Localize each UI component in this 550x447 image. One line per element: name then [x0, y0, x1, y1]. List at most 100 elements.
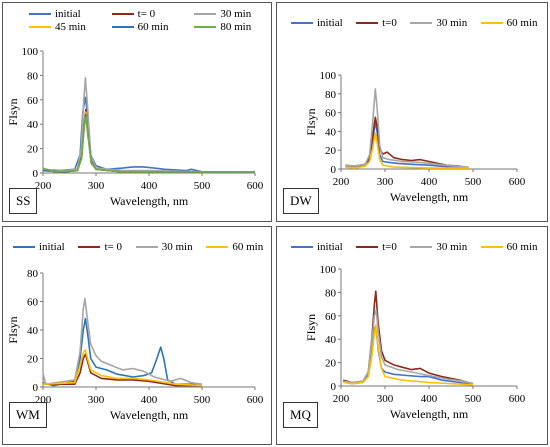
- legend-item: 30 min: [410, 17, 472, 29]
- legend-swatch: [29, 26, 51, 28]
- legend-swatch: [480, 22, 503, 24]
- x-axis-label: Wavelength, nm: [390, 190, 469, 204]
- series-line: [43, 353, 202, 387]
- y-tick-label: 40: [325, 334, 337, 346]
- series-line: [342, 326, 474, 386]
- x-axis-label: Wavelength, nm: [390, 407, 469, 421]
- series-line: [42, 111, 255, 173]
- y-axis-label: FIsyn: [304, 108, 318, 135]
- legend-label: 30 min: [161, 241, 193, 253]
- x-tick-label: 400: [421, 176, 438, 188]
- series-line: [345, 116, 469, 169]
- legend-label: 80 min: [220, 21, 252, 33]
- legend-swatch: [194, 26, 217, 28]
- y-tick-label: 40: [325, 126, 337, 138]
- series-line: [345, 88, 469, 168]
- legend-label: initial: [39, 241, 65, 253]
- legend-item: 45 min: [29, 21, 104, 33]
- legend-swatch: [78, 246, 101, 248]
- legend-label: 60 min: [232, 241, 264, 253]
- y-tick-label: 60: [325, 311, 337, 323]
- legend-item: 60 min: [480, 17, 543, 29]
- series-line: [42, 108, 255, 173]
- x-tick-label: 500: [465, 176, 482, 188]
- legend-swatch: [13, 246, 35, 248]
- x-tick-label: 300: [88, 394, 105, 406]
- legend-swatch: [206, 246, 229, 248]
- x-tick-label: 300: [377, 393, 394, 405]
- chart-ss: 0 20 40 60 80 100 200 300 400 500 600 Wavelength, n…: [6, 46, 264, 208]
- legend-mq: initial t=0 30 min 60 min: [291, 241, 543, 253]
- legend-item: initial: [13, 241, 70, 253]
- y-tick-label: 100: [320, 264, 337, 276]
- legend-dw: initial t=0 30 min 60 min: [291, 17, 543, 29]
- legend-label: 30 min: [436, 241, 468, 253]
- legend-label: t= 0: [104, 241, 122, 253]
- legend-item: t= 0: [111, 8, 187, 20]
- panel-tag-dw: DW: [283, 188, 319, 214]
- x-tick-label: 200: [333, 176, 350, 188]
- x-tick-label: 600: [247, 394, 264, 406]
- series-line: [342, 290, 474, 385]
- legend-item: 80 min: [194, 21, 269, 33]
- y-tick-label: 0: [33, 382, 39, 394]
- y-tick-label: 60: [27, 95, 39, 107]
- legend-label: 30 min: [436, 17, 468, 29]
- series-line: [42, 113, 255, 173]
- y-tick-label: 20: [27, 354, 39, 366]
- x-axis-label: Wavelength, nm: [110, 194, 189, 208]
- series-line: [42, 317, 203, 387]
- y-tick-label: 20: [27, 144, 39, 156]
- x-tick-label: 500: [194, 180, 211, 192]
- series-line: [42, 297, 203, 385]
- legend-item: 60 min: [111, 21, 187, 33]
- y-tick-label: 40: [27, 325, 39, 337]
- legend-wm: initial t= 0 30 min 60 min: [13, 241, 269, 253]
- legend-label: t=0: [382, 17, 397, 29]
- panel-tag-mq: MQ: [283, 402, 318, 428]
- y-axis-label: FIsyn: [304, 314, 318, 341]
- chart-dw: 0 20 40 60 80 100 200 300 400 500 600 Wavelength, n…: [304, 70, 526, 204]
- legend-label: initial: [317, 17, 343, 29]
- x-tick-label: 600: [509, 176, 526, 188]
- panel-tag-wm: WM: [9, 402, 47, 428]
- legend-item: 60 min: [206, 241, 269, 253]
- legend-swatch: [291, 22, 313, 24]
- legend-swatch: [194, 13, 217, 15]
- legend-item: t=0: [356, 17, 402, 29]
- panel-tag-ss: SS: [9, 188, 38, 214]
- legend-swatch: [480, 246, 503, 248]
- legend-item: 60 min: [480, 241, 543, 253]
- y-tick-label: 80: [27, 70, 39, 82]
- legend-swatch: [111, 13, 134, 15]
- legend-item: initial: [291, 241, 348, 253]
- series-line: [345, 132, 469, 169]
- x-tick-label: 400: [141, 394, 158, 406]
- y-tick-label: 60: [27, 297, 39, 309]
- legend-label: 45 min: [55, 21, 86, 33]
- x-tick-label: 600: [509, 393, 526, 405]
- chart-mq: 0 20 40 60 80 100 200 300 400 500 600 Wavelength, n…: [304, 264, 526, 421]
- legend-ss: initial t= 0 30 min 45 min 60 min 80 min: [29, 8, 269, 33]
- y-axis-label: FIsyn: [6, 98, 20, 125]
- legend-label: 60 min: [506, 17, 538, 29]
- legend-swatch: [29, 13, 51, 15]
- x-tick-label: 200: [333, 393, 350, 405]
- legend-label: 60 min: [137, 21, 169, 33]
- legend-item: 30 min: [410, 241, 472, 253]
- legend-item: t=0: [356, 241, 402, 253]
- panel-mq: 0 20 40 60 80 100 200 300 400 500 600 Wavelength, n…: [276, 226, 548, 445]
- legend-swatch: [410, 246, 433, 248]
- y-tick-label: 0: [331, 164, 337, 176]
- legend-item: 30 min: [135, 241, 199, 253]
- legend-label: initial: [55, 8, 81, 20]
- x-tick-label: 400: [421, 393, 438, 405]
- legend-swatch: [356, 22, 379, 24]
- series-line: [42, 349, 203, 387]
- y-tick-label: 60: [325, 108, 337, 120]
- legend-label: t=0: [382, 241, 397, 253]
- legend-label: 60 min: [506, 241, 538, 253]
- y-tick-label: 20: [325, 358, 337, 370]
- x-tick-label: 200: [35, 180, 52, 192]
